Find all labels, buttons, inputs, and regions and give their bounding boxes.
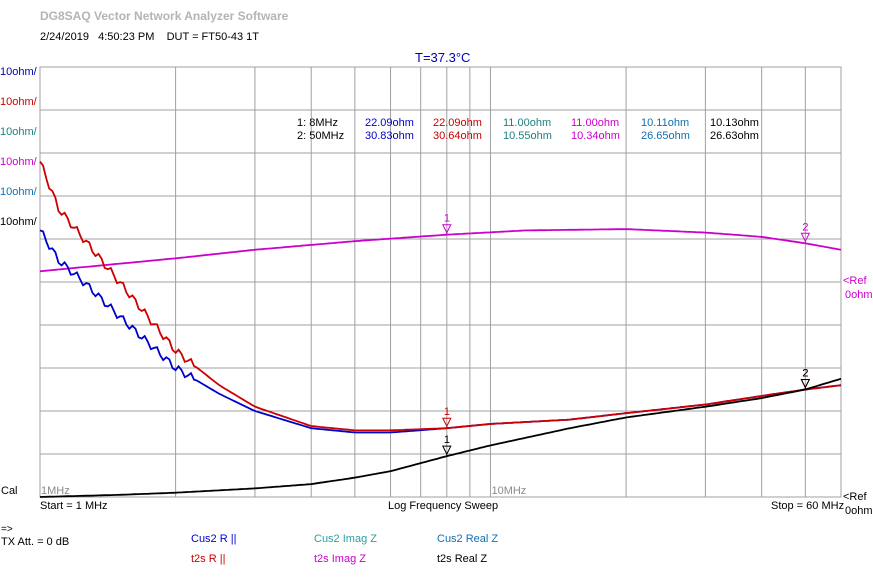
marker-label: 1 bbox=[444, 213, 450, 225]
marker-label: 2 bbox=[802, 368, 808, 380]
stop-frequency: Stop = 60 MHz bbox=[771, 500, 845, 512]
tx-arrow: => bbox=[1, 524, 13, 535]
marker-value: 26.65ohm bbox=[641, 130, 690, 142]
scale-label: 10ohm/ bbox=[0, 66, 37, 78]
sweep-type: Log Frequency Sweep bbox=[388, 500, 499, 512]
marker-value: 30.83ohm bbox=[365, 130, 414, 142]
marker-triangle[interactable] bbox=[800, 379, 811, 389]
tx-attenuation[interactable]: TX Att. = 0 dB bbox=[1, 536, 70, 548]
legend-item[interactable]: Cus2 Imag Z bbox=[314, 533, 377, 545]
cal-label: Cal bbox=[1, 485, 18, 497]
ref-label-bottom: <Ref bbox=[843, 491, 867, 503]
marker-value: 10.55ohm bbox=[503, 130, 552, 142]
legend-item[interactable]: t2s Imag Z bbox=[314, 553, 366, 565]
scale-label: 10ohm/ bbox=[0, 126, 37, 138]
legend-item[interactable]: Cus2 R || bbox=[191, 533, 237, 545]
ref-unit-top: 0ohm bbox=[845, 289, 873, 301]
app-title: DG8SAQ Vector Network Analyzer Software bbox=[40, 9, 289, 23]
header-date: 2/24/2019 bbox=[40, 31, 89, 43]
trace-line bbox=[39, 161, 842, 432]
header-time: 4:50:23 PM bbox=[98, 31, 155, 43]
marker-value: 11.00ohm bbox=[571, 117, 620, 129]
legend-item[interactable]: t2s R || bbox=[191, 553, 226, 565]
marker-triangle[interactable] bbox=[442, 445, 452, 456]
marker-value: 11.00ohm bbox=[503, 117, 552, 129]
trace-line bbox=[39, 228, 842, 273]
temperature-readout: T=37.3°C bbox=[415, 50, 471, 65]
marker-label: 1 bbox=[444, 434, 450, 446]
ref-unit-bottom: 0ohm bbox=[845, 505, 873, 517]
marker-triangle[interactable] bbox=[800, 232, 811, 243]
marker-label: 1 bbox=[444, 406, 450, 418]
ref-label-top: <Ref bbox=[843, 275, 867, 287]
marker-value: 30.64ohm bbox=[433, 130, 482, 142]
scale-label: 10ohm/ bbox=[0, 96, 37, 108]
marker-value: 26.63ohm bbox=[710, 130, 759, 142]
legend-item[interactable]: t2s Real Z bbox=[437, 553, 488, 565]
x-tick-label: 1MHz bbox=[41, 485, 70, 497]
legend-item[interactable]: Cus2 Real Z bbox=[437, 533, 499, 545]
marker-value: 10.11ohm bbox=[641, 117, 690, 129]
scale-label: 10ohm/ bbox=[0, 216, 37, 228]
scale-label: 10ohm/ bbox=[0, 156, 37, 168]
header-info: 2/24/2019 4:50:23 PM DUT = FT50-43 1T bbox=[40, 31, 259, 43]
marker-row-label: 1: 8MHz bbox=[297, 117, 338, 129]
marker-triangle[interactable] bbox=[442, 224, 452, 234]
marker-label: 2 bbox=[802, 221, 808, 233]
marker-row-label: 2: 50MHz bbox=[297, 130, 345, 142]
start-frequency: Start = 1 MHz bbox=[40, 500, 108, 512]
marker-value: 22.09ohm bbox=[433, 117, 482, 129]
marker-label: 2 bbox=[802, 368, 808, 380]
marker-triangle[interactable] bbox=[442, 417, 452, 428]
scale-label: 10ohm/ bbox=[0, 186, 37, 198]
marker-value: 10.13ohm bbox=[710, 117, 759, 129]
header-dut: DUT = FT50-43 1T bbox=[166, 31, 260, 43]
marker-value: 22.09ohm bbox=[365, 117, 414, 129]
marker-value: 10.34ohm bbox=[571, 130, 620, 142]
trace-line bbox=[39, 377, 842, 498]
x-tick-label: 10MHz bbox=[491, 485, 526, 497]
